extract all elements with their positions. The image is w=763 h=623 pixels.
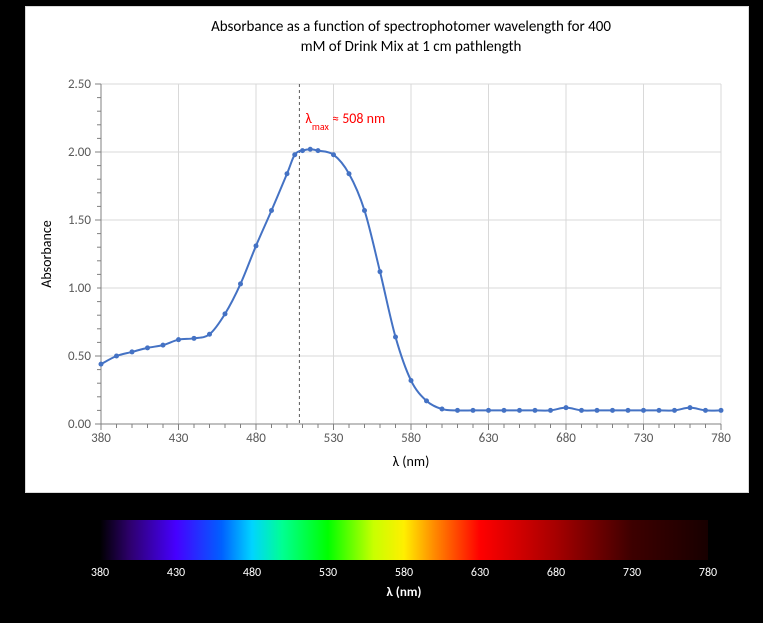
x-tick-label: 680 [556,431,576,446]
data-marker [424,398,429,403]
data-marker [316,148,321,153]
data-marker [471,408,476,413]
data-marker [300,148,305,153]
data-marker [502,408,507,413]
data-marker [548,408,553,413]
x-tick-label: 430 [169,431,189,446]
data-marker [99,362,104,367]
spectrum-gradient [100,520,708,560]
visible-spectrum-bar: 380 430 480 530 580 630 680 730 780 λ (nm) [85,516,723,602]
data-marker [192,336,197,341]
data-marker [269,208,274,213]
spectrum-tick-label: 530 [319,566,337,580]
y-tick-label: 0.50 [68,349,91,364]
y-tick-label: 1.00 [68,281,91,296]
spectrum-tick-label: 780 [699,566,717,580]
data-marker [455,408,460,413]
data-marker [308,147,313,152]
data-marker [533,408,538,413]
y-tick-label: 1.50 [68,213,91,228]
spectrum-plot-area: 380 430 480 530 580 630 680 730 780 λ (nm) [85,516,723,602]
data-marker [347,171,352,176]
x-tick-label: 530 [324,431,344,446]
absorbance-chart: Absorbance as a function of spectrophoto… [25,6,749,493]
chart-title: Absorbance as a function of spectrophoto… [211,18,611,56]
data-marker [207,332,212,337]
chart-plot-area: Absorbance as a function of spectrophoto… [26,7,750,494]
y-tick-label: 2.50 [68,77,91,92]
lambda-max-annotation: λmax ≈ 508 nm [305,110,385,133]
x-tick-label: 480 [246,431,266,446]
data-marker [378,269,383,274]
spectrum-x-label: λ (nm) [387,585,422,600]
data-marker [579,408,584,413]
data-marker [641,408,646,413]
data-marker [626,408,631,413]
data-marker [238,281,243,286]
data-marker [610,408,615,413]
data-marker [595,408,600,413]
spectrum-tick-label: 430 [167,566,185,580]
data-marker [517,408,522,413]
data-marker [672,408,677,413]
spectrum-tick-label: 380 [91,566,109,580]
data-marker [331,152,336,157]
spectrum-tick-label: 580 [395,566,413,580]
x-tick-label: 730 [634,431,654,446]
data-marker [223,311,228,316]
spectrum-tick-label: 630 [471,566,489,580]
data-marker [130,349,135,354]
data-marker [362,208,367,213]
data-marker [486,408,491,413]
data-marker [657,408,662,413]
data-marker [161,343,166,348]
data-marker [292,152,297,157]
data-marker [145,345,150,350]
spectrum-tick-label: 730 [623,566,641,580]
data-marker [719,408,724,413]
y-tick-label: 2.00 [68,145,91,160]
data-marker [688,405,693,410]
data-marker [440,407,445,412]
x-tick-label: 380 [91,431,111,446]
data-marker [564,405,569,410]
data-marker [114,354,119,359]
x-tick-label: 630 [479,431,499,446]
data-marker [254,243,259,248]
data-marker [285,171,290,176]
x-tick-label: 780 [711,431,731,446]
y-tick-label: 0.00 [68,417,91,432]
data-marker [393,334,398,339]
x-tick-label: 580 [401,431,421,446]
x-axis-label: λ (nm) [393,453,430,470]
y-axis-label: Absorbance [38,220,55,287]
data-marker [703,408,708,413]
data-marker [176,337,181,342]
spectrum-tick-label: 480 [243,566,261,580]
spectrum-tick-label: 680 [547,566,565,580]
data-marker [409,378,414,383]
